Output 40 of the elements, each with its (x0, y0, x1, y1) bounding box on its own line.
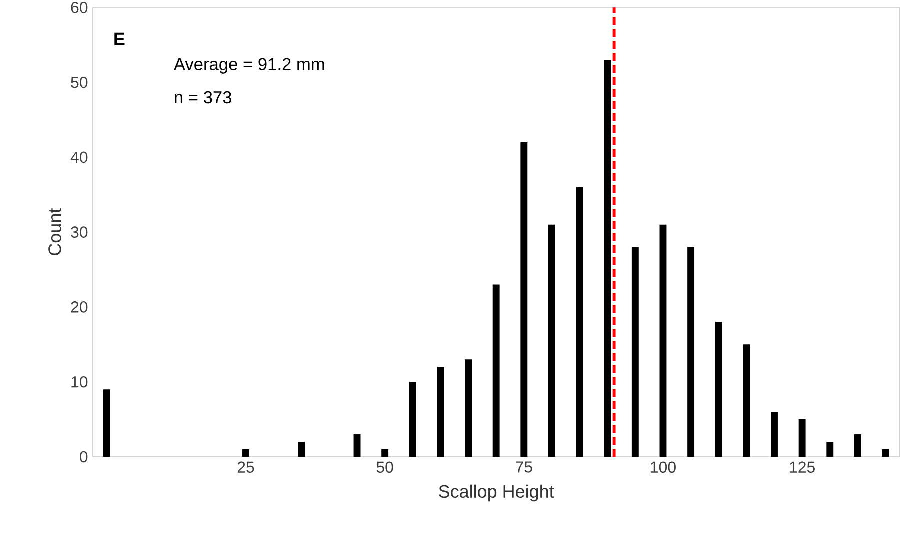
bar (382, 450, 389, 457)
x-tick-label: 125 (790, 462, 815, 474)
y-tick-label: 60 (71, 2, 88, 14)
y-axis-title: Count (48, 208, 62, 256)
bar (409, 382, 416, 457)
x-axis-title: Scallop Height (439, 484, 554, 502)
x-tick-label: 100 (651, 462, 676, 474)
y-tick-label: 40 (70, 152, 88, 164)
bar (604, 60, 612, 457)
bar (548, 224, 556, 457)
bar (771, 412, 778, 457)
annotation: E (114, 32, 125, 46)
y-tick-label: 0 (80, 451, 88, 463)
bar (798, 420, 806, 457)
bar (437, 367, 444, 457)
bar (715, 322, 722, 457)
bar (298, 442, 306, 457)
y-tick-label: 10 (72, 376, 88, 388)
bar (660, 224, 667, 457)
bar (688, 247, 695, 457)
bar (242, 450, 250, 457)
bar (354, 434, 361, 457)
bar (520, 142, 528, 457)
bar (632, 247, 639, 457)
annotation: Average = 91.2 mm (174, 58, 324, 74)
x-tick-label: 50 (376, 462, 394, 474)
bar (576, 187, 584, 457)
x-tick-label: 25 (238, 462, 254, 474)
bar (465, 360, 472, 457)
y-tick-label: 50 (71, 76, 88, 88)
annotation: n = 373 (175, 91, 232, 104)
x-tick-label: 75 (516, 462, 532, 473)
bar (854, 434, 862, 457)
y-tick-label: 30 (71, 226, 88, 238)
y-tick-label: 20 (71, 302, 88, 313)
bar (882, 450, 890, 457)
bar (743, 344, 750, 457)
bar (103, 390, 110, 457)
bar (492, 284, 500, 457)
bar (826, 442, 834, 457)
